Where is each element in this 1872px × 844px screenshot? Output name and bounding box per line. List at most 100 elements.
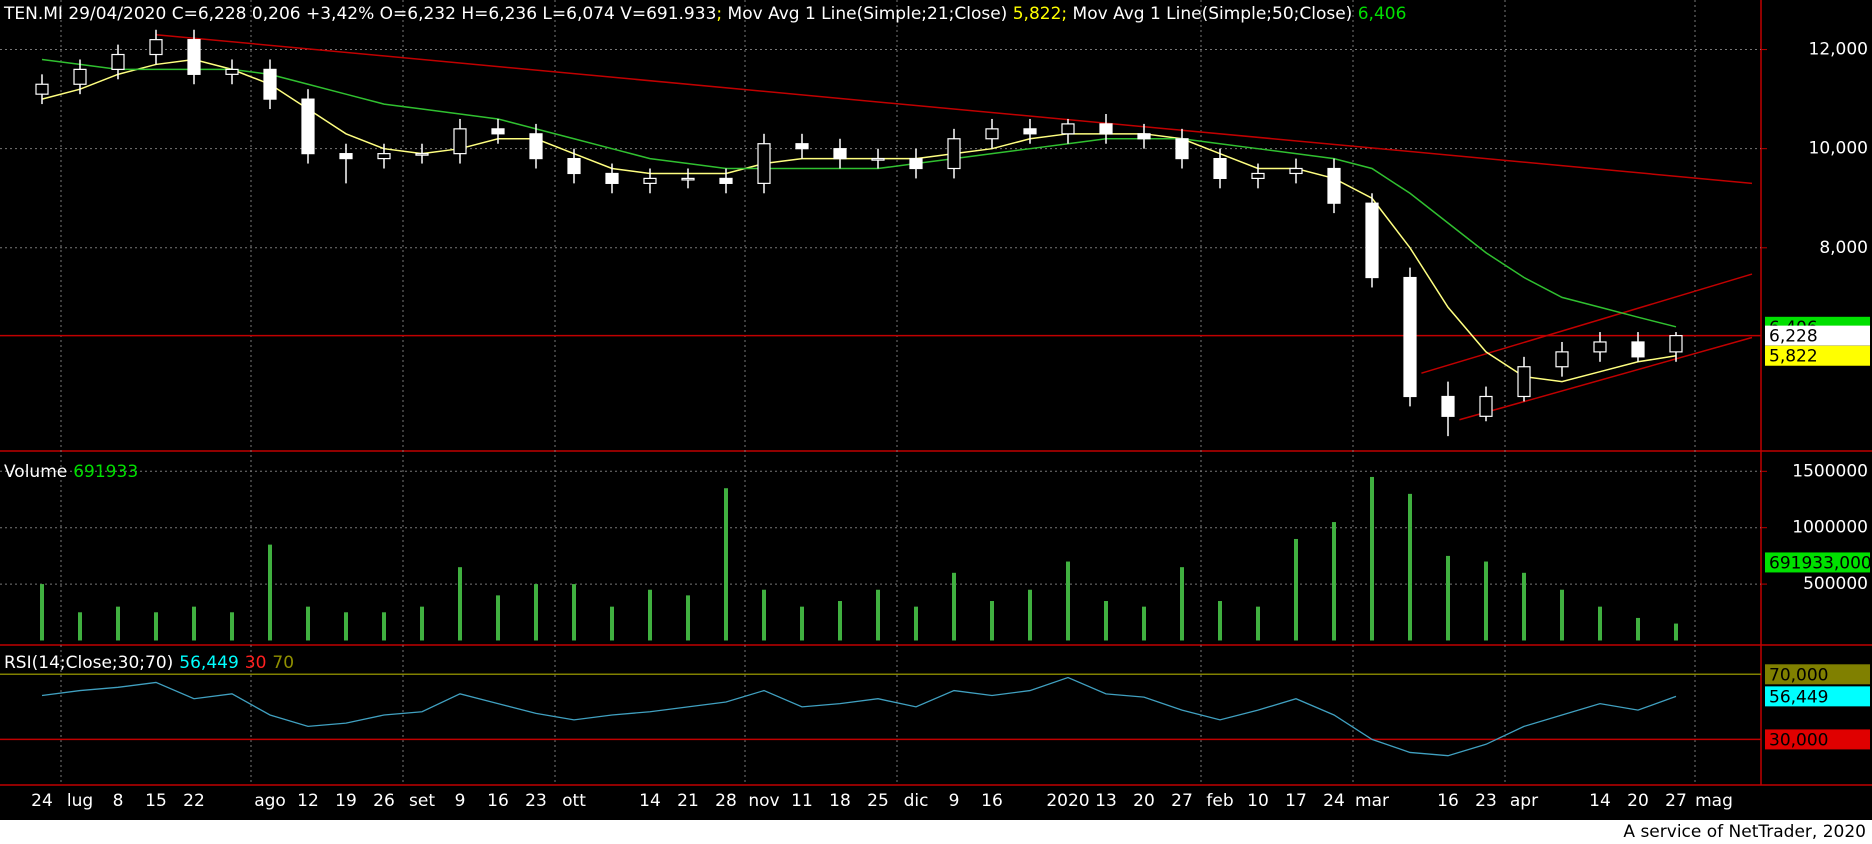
candle-body bbox=[719, 177, 733, 184]
volume-bar bbox=[1142, 606, 1146, 641]
x-tick-label: 25 bbox=[867, 791, 889, 811]
volume-bar bbox=[914, 606, 918, 641]
x-tick-label: 27 bbox=[1665, 791, 1687, 811]
candle-body bbox=[833, 148, 847, 160]
x-tick-label: 28 bbox=[715, 791, 737, 811]
x-tick-label: 16 bbox=[1437, 791, 1459, 811]
y-tick-label: 10,000 bbox=[1809, 139, 1868, 159]
candle-body bbox=[263, 68, 277, 100]
x-tick-label: 22 bbox=[183, 791, 205, 811]
candle-body bbox=[1479, 395, 1493, 417]
panel-label: RSI(14;Close;30;70) 56,449 30 70 bbox=[4, 653, 294, 673]
candle-body bbox=[529, 133, 543, 160]
volume-bar bbox=[572, 584, 576, 641]
x-tick-label: 26 bbox=[373, 791, 395, 811]
candle-body bbox=[1403, 276, 1417, 398]
candle-body bbox=[339, 153, 353, 160]
volume-bar bbox=[610, 606, 614, 641]
value-box-label: 6,228 bbox=[1769, 327, 1818, 347]
x-tick-label: feb bbox=[1206, 791, 1233, 811]
value-box bbox=[1765, 729, 1870, 750]
x-tick-label: 19 bbox=[335, 791, 357, 811]
x-tick-label: 20 bbox=[1627, 791, 1649, 811]
volume-bar bbox=[1218, 601, 1222, 641]
panel-label-part: 56,449 bbox=[179, 653, 238, 673]
volume-bar bbox=[344, 612, 348, 641]
header-part: Mov Avg 1 Line(Simple;21;Close) bbox=[727, 4, 1013, 24]
candle-body bbox=[73, 68, 87, 85]
volume-bar bbox=[1370, 476, 1374, 641]
volume-bar bbox=[1522, 572, 1526, 641]
candle-body bbox=[1023, 128, 1037, 135]
candle-body bbox=[1631, 341, 1645, 358]
x-tick-label: 9 bbox=[949, 791, 960, 811]
value-box-label: 56,449 bbox=[1769, 687, 1828, 707]
candle-body bbox=[1251, 172, 1265, 180]
x-tick-label: 16 bbox=[981, 791, 1003, 811]
candle-body bbox=[453, 128, 467, 155]
volume-bar bbox=[268, 544, 272, 641]
volume-bar bbox=[458, 567, 462, 641]
x-tick-label: 9 bbox=[455, 791, 466, 811]
candle-body bbox=[757, 143, 771, 184]
trendline bbox=[1421, 273, 1753, 374]
volume-bar bbox=[724, 488, 728, 641]
volume-bar bbox=[306, 606, 310, 641]
candle-body bbox=[225, 68, 239, 75]
x-tick-label: 27 bbox=[1171, 791, 1193, 811]
volume-bar bbox=[990, 601, 994, 641]
volume-bar bbox=[382, 612, 386, 641]
volume-bar bbox=[1446, 555, 1450, 641]
volume-bar bbox=[1332, 522, 1336, 641]
footer: A service of NetTrader, 2020 bbox=[0, 820, 1872, 844]
y-tick-label: 12,000 bbox=[1809, 40, 1868, 60]
value-box bbox=[1765, 345, 1870, 366]
candle-body bbox=[1213, 157, 1227, 180]
volume-bar bbox=[686, 595, 690, 641]
volume-bar bbox=[192, 606, 196, 641]
x-tick-label: mag bbox=[1695, 791, 1733, 811]
volume-bar bbox=[420, 606, 424, 641]
candle-body bbox=[1175, 138, 1189, 160]
moving-average bbox=[41, 58, 1677, 328]
candle-body bbox=[1099, 123, 1113, 135]
value-box-label: 691933,000 bbox=[1769, 553, 1872, 573]
panel-last-value: 691933 bbox=[73, 462, 138, 482]
panel-label-text: RSI(14;Close;30;70) bbox=[4, 653, 173, 673]
candle-body bbox=[643, 177, 657, 184]
volume-bar bbox=[154, 612, 158, 641]
x-tick-label: 14 bbox=[1589, 791, 1611, 811]
volume-bar bbox=[1636, 617, 1640, 641]
y-tick-label: 1500000 bbox=[1792, 461, 1868, 481]
candle-body bbox=[567, 157, 581, 175]
x-tick-label: 2020 bbox=[1046, 791, 1089, 811]
x-tick-label: ago bbox=[254, 791, 286, 811]
candle-body bbox=[681, 177, 695, 181]
x-tick-label: 11 bbox=[791, 791, 813, 811]
value-box-label: 5,822 bbox=[1769, 347, 1818, 367]
x-tick-label: 24 bbox=[31, 791, 53, 811]
candle-body bbox=[1669, 335, 1683, 353]
volume-bar bbox=[876, 589, 880, 641]
candle-body bbox=[1593, 341, 1607, 353]
volume-bar bbox=[648, 589, 652, 641]
header-part: 6,406 bbox=[1357, 4, 1407, 24]
candle-body bbox=[1441, 395, 1455, 417]
x-tick-label: nov bbox=[748, 791, 779, 811]
y-tick-label: 500000 bbox=[1803, 574, 1868, 594]
x-tick-label: 8 bbox=[113, 791, 124, 811]
x-tick-label: 20 bbox=[1133, 791, 1155, 811]
x-tick-label: mar bbox=[1355, 791, 1389, 811]
volume-bar bbox=[1484, 561, 1488, 641]
x-tick-label: 23 bbox=[525, 791, 547, 811]
volume-bar bbox=[230, 612, 234, 641]
x-tick-label: 18 bbox=[829, 791, 851, 811]
chart-header: TEN.MI 29/04/2020 C=6,228 0,206 +3,42% O… bbox=[4, 4, 1406, 24]
candle-body bbox=[301, 98, 315, 155]
credit: A service of NetTrader, 2020 bbox=[1623, 822, 1866, 842]
volume-bar bbox=[838, 601, 842, 641]
x-tick-label: 13 bbox=[1095, 791, 1117, 811]
x-tick-label: 10 bbox=[1247, 791, 1269, 811]
panel-label-text: Volume bbox=[4, 462, 67, 482]
